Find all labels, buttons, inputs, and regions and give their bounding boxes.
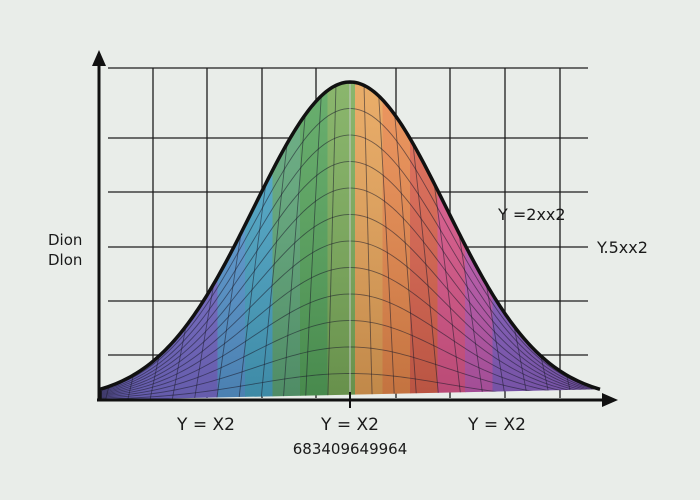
x-axis-arrow-icon	[602, 393, 618, 407]
y-axis-label-line-1: Dion	[48, 231, 82, 249]
y-axis-arrow-icon	[92, 50, 106, 66]
x-tick-label: Y = X2	[320, 415, 379, 435]
x-tick-label: Y = X2	[176, 415, 235, 435]
axes	[92, 50, 618, 408]
curve-annotation: Y.5xx2	[596, 238, 648, 257]
x-tick-label: Y = X2	[467, 415, 526, 435]
y-axis-label-line-2: Dlon	[48, 251, 82, 269]
mesh-line-vertical	[327, 82, 337, 400]
x-axis-label: 683409649964	[293, 440, 408, 458]
curve-annotation: Y =2xx2	[497, 205, 566, 224]
mesh-line-vertical	[363, 82, 373, 400]
mesh-line-vertical	[376, 82, 395, 400]
mesh-line-vertical	[305, 82, 324, 400]
bell-curve-outline	[98, 80, 601, 400]
